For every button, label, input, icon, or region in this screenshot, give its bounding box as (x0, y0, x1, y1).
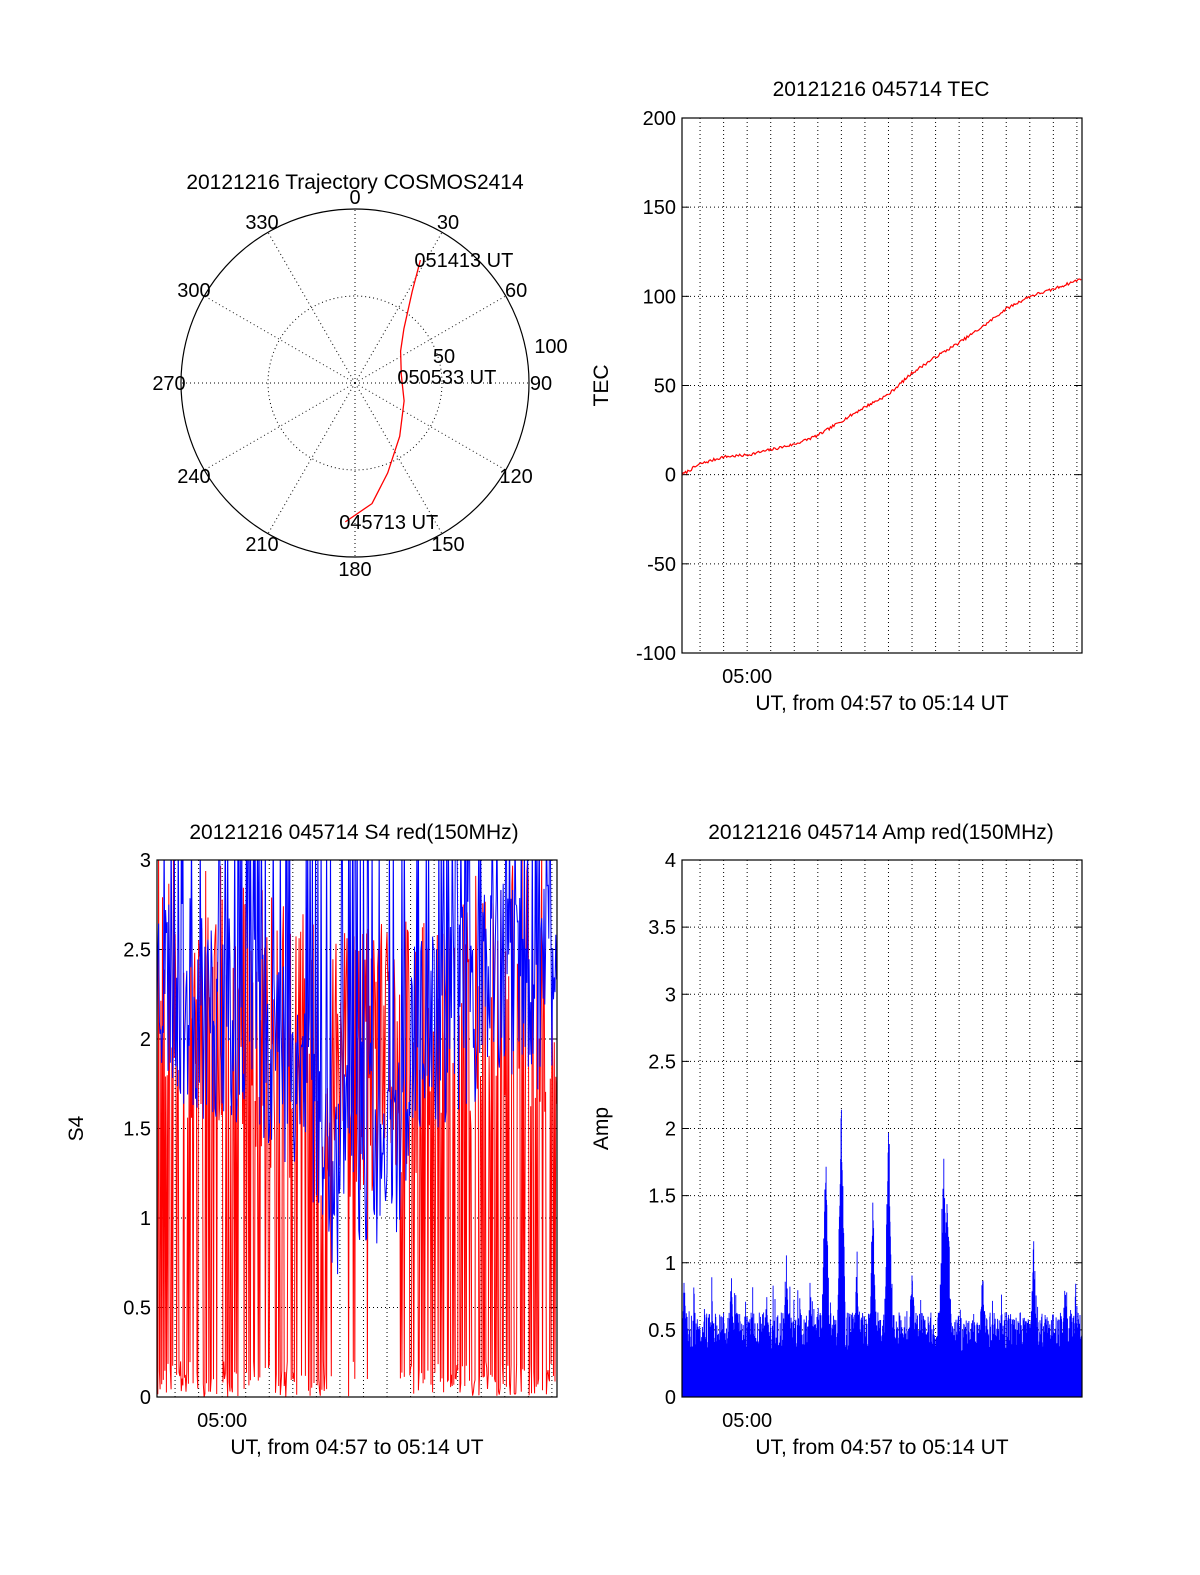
polar-annotation-2: 045713 UT (339, 512, 438, 534)
s4-plot-frame (156, 859, 558, 1398)
y-tick-label: -100 (636, 643, 676, 665)
y-tick-label: 0.5 (648, 1320, 676, 1342)
y-tick-label: 1.5 (648, 1186, 676, 1208)
tec-y-tick-labels: -100 -50 0 50 100 150 200 (636, 108, 676, 665)
polar-grid (181, 209, 529, 557)
y-tick-label: 4 (665, 850, 676, 872)
polar-title: 20121216 Trajectory COSMOS2414 (186, 171, 524, 194)
polar-annotations: 051413 UT 050533 UT 045713 UT (339, 250, 513, 534)
y-tick-label: 0 (665, 1387, 676, 1409)
s4-panel: 20121216 045714 S4 red(150MHz) 0 0.5 1 1.5 2… (65, 821, 558, 1459)
polar-spoke-210 (267, 382, 356, 534)
amp-x-tick-labels: 05:00 (722, 1410, 772, 1432)
y-tick-label: -50 (647, 554, 676, 576)
x-tick-label: 05:00 (722, 666, 772, 688)
polar-azimuth-label-60: 60 (505, 280, 527, 302)
polar-azimuth-label-270: 270 (152, 373, 185, 395)
polar-azimuth-label-300: 300 (177, 280, 210, 302)
y-tick-label: 0 (665, 465, 676, 487)
polar-outer-ring (180, 208, 530, 558)
y-tick-label: 1.5 (123, 1119, 151, 1141)
tec-panel: 20121216 045714 TEC -100-50050100150200 … (590, 78, 1083, 715)
y-tick-label: 2.5 (648, 1051, 676, 1073)
amp-plot-frame (681, 859, 1083, 1398)
polar-trajectory-panel: 20121216 Trajectory COSMOS2414 0 30 60 90 12… (152, 171, 567, 581)
y-tick-label: 0.5 (123, 1298, 151, 1320)
amp-grid (682, 859, 1082, 1398)
amp-title: 20121216 045714 Amp red(150MHz) (708, 821, 1054, 844)
polar-azimuth-label-0: 0 (349, 187, 360, 209)
polar-spoke-60 (354, 295, 506, 384)
y-tick-label: 2 (140, 1029, 151, 1051)
tec-series (681, 278, 1082, 476)
amp-series (681, 1109, 1083, 1397)
polar-azimuth-label-240: 240 (177, 466, 210, 488)
satellite-track-line (344, 259, 422, 523)
y-tick-label: 1 (665, 1253, 676, 1275)
s4-blue-line (157, 860, 557, 1275)
polar-radial-labels: 50 100 (433, 336, 568, 368)
s4-y-axis-label: S4 (65, 1115, 88, 1141)
y-tick-label: 100 (643, 286, 676, 308)
amp-y-tick-labels: 0 0.5 1 1.5 2 2.5 3 3.5 4 (648, 850, 676, 1409)
y-tick-label: 200 (643, 108, 676, 130)
s4-title: 20121216 045714 S4 red(150MHz) (189, 821, 518, 844)
polar-azimuth-label-90: 90 (530, 373, 552, 395)
tec-line (681, 278, 1082, 476)
polar-azimuth-label-180: 180 (338, 559, 371, 581)
polar-annotation-0: 051413 UT (414, 250, 513, 272)
x-tick-label: 05:00 (197, 1410, 247, 1432)
polar-azimuth-label-30: 30 (437, 212, 459, 234)
polar-azimuth-labels: 0 30 60 90 120 150 180 210 240 270 300 330 (152, 187, 552, 581)
y-tick-label: 50 (654, 376, 676, 398)
polar-radial-label-100: 100 (534, 336, 567, 358)
s4-x-axis-label: UT, from 04:57 to 05:14 UT (230, 1436, 483, 1459)
polar-radial-label-50: 50 (433, 346, 455, 368)
polar-grid-ring (267, 295, 443, 471)
y-tick-label: 3 (140, 850, 151, 872)
s4-x-tick-labels: 05:00 (197, 1410, 247, 1432)
x-tick-label: 05:00 (722, 1410, 772, 1432)
s4-y-tick-labels: 0 0.5 1 1.5 2 2.5 3 (123, 850, 151, 1409)
polar-spoke-150 (354, 382, 443, 534)
tec-plot-frame (681, 117, 1083, 654)
polar-annotation-1: 050533 UT (397, 367, 496, 389)
y-tick-label: 2.5 (123, 940, 151, 962)
polar-spoke-240 (204, 382, 356, 471)
polar-spoke-330 (267, 232, 356, 384)
y-tick-label: 0 (140, 1387, 151, 1409)
polar-spoke-300 (204, 295, 356, 384)
tec-grid (682, 117, 1082, 654)
polar-spoke-120 (354, 382, 506, 471)
polar-azimuth-label-210: 210 (245, 534, 278, 556)
tec-x-tick-labels: 05:00 (722, 666, 772, 688)
y-tick-label: 3.5 (648, 917, 676, 939)
tec-title: 20121216 045714 TEC (773, 78, 990, 101)
polar-spoke-30 (354, 232, 443, 384)
amp-y-axis-label: Amp (590, 1107, 613, 1150)
polar-azimuth-label-120: 120 (499, 466, 532, 488)
amp-series-trace (681, 1109, 1083, 1397)
y-tick-label: 1 (140, 1208, 151, 1230)
tec-y-axis-label: TEC (590, 365, 613, 407)
s4-series (157, 860, 557, 1397)
polar-azimuth-label-150: 150 (431, 534, 464, 556)
polar-azimuth-label-330: 330 (245, 212, 278, 234)
y-tick-label: 3 (665, 984, 676, 1006)
amp-x-axis-label: UT, from 04:57 to 05:14 UT (755, 1436, 1008, 1459)
y-tick-label: 2 (665, 1119, 676, 1141)
amp-panel: 20121216 045714 Amp red(150MHz) 0 0.5 1 1.5… (590, 821, 1083, 1459)
y-tick-label: 150 (643, 197, 676, 219)
tec-x-axis-label: UT, from 04:57 to 05:14 UT (755, 692, 1008, 715)
